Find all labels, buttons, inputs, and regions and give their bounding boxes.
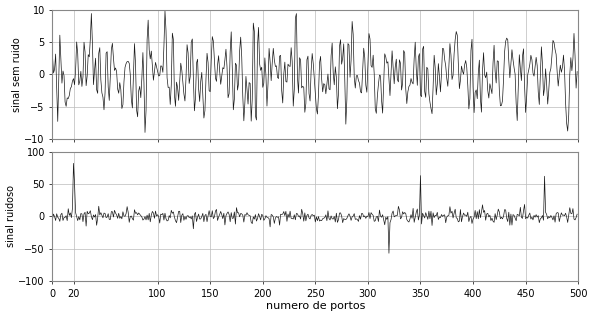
Y-axis label: sinal ruidoso: sinal ruidoso (5, 185, 15, 247)
X-axis label: numero de portos: numero de portos (266, 301, 365, 311)
Y-axis label: sinal sem ruido: sinal sem ruido (12, 37, 22, 112)
